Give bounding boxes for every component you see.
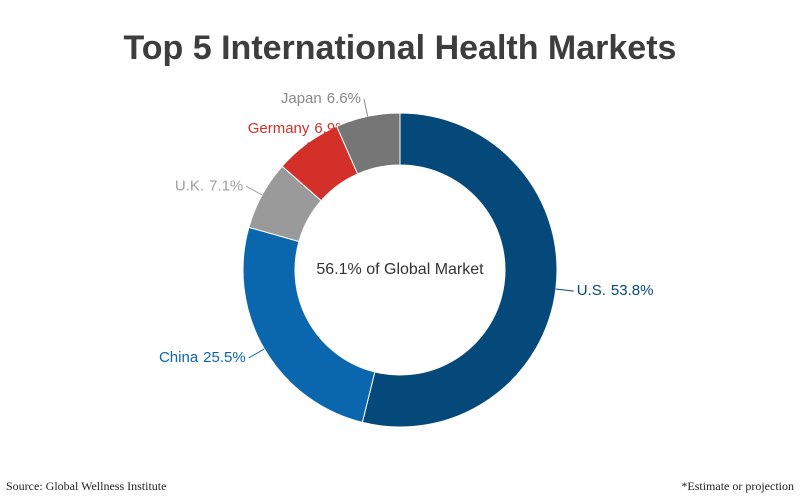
slice-label: Japan 6.6% [281,90,361,107]
leader-line [246,185,263,196]
slice-category: China [159,349,199,366]
donut-slice [242,226,376,424]
footnote: *Estimate or projection [681,479,794,493]
slice-value-label: 53.8% [611,282,654,299]
slice-label: U.S. 53.8% [577,282,654,299]
leader-line [555,288,574,292]
slice-value-label: 7.1% [209,177,243,194]
slice-value-label: 6.6% [327,90,361,107]
slice-label: Germany 6.9% [248,120,349,137]
slice-category: U.S. [577,282,606,299]
slice-value-label: 25.5% [203,349,246,366]
slice-category: Germany [248,120,310,137]
leader-line [248,348,265,359]
chart-title: Top 5 International Health Markets [124,29,677,67]
donut-slice [336,112,401,175]
leader-line [363,98,369,117]
slice-label: China 25.5% [159,349,246,366]
source: Source: Global Wellness Institute [6,479,166,493]
slice-category: Japan [281,90,322,107]
slice-category: U.K. [175,177,204,194]
center-label: 56.1% of Global Market [316,261,484,278]
donut-slice [361,112,558,428]
slice-label: U.K. 7.1% [175,177,243,194]
